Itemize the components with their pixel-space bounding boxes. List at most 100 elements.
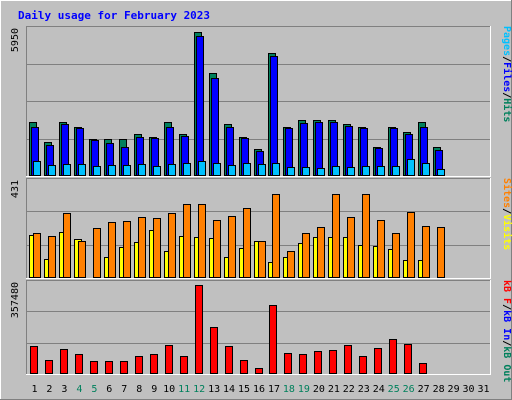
legend-entry: /	[501, 92, 512, 98]
x-tick-day-11: 11	[178, 384, 190, 395]
chart-title: Daily usage for February 2023	[18, 9, 210, 22]
x-tick-day-21: 21	[328, 384, 340, 395]
bar-pages-day-4	[78, 164, 86, 176]
bar-sites-day-9	[153, 218, 161, 278]
bar-sites-day-10	[168, 213, 176, 278]
x-tick-day-23: 23	[358, 384, 370, 395]
bar-sites-day-12	[198, 204, 206, 278]
bar-kb-f-day-4	[75, 354, 83, 374]
legend-entry: Files	[501, 62, 512, 92]
x-tick-day-9: 9	[151, 384, 157, 395]
legend-entry: /	[501, 208, 512, 214]
bar-sites-day-25	[392, 233, 400, 278]
bar-pages-day-24	[377, 166, 385, 176]
x-tick-day-25: 25	[388, 384, 400, 395]
bar-pages-day-2	[48, 165, 56, 176]
legend-label: Pages/Files/Hits	[501, 26, 512, 122]
x-tick-day-15: 15	[238, 384, 250, 395]
panel-3: 357480 kB F/kB In/kB Out	[10, 280, 512, 382]
bar-sites-day-22	[347, 217, 355, 278]
x-tick-day-10: 10	[163, 384, 175, 395]
bar-kb-f-day-24	[374, 348, 382, 374]
bar-pages-day-1	[33, 161, 41, 176]
bar-sites-day-18	[287, 251, 295, 278]
bar-pages-day-23	[362, 166, 370, 176]
legend-entry: kB In	[501, 310, 512, 340]
bar-sites-day-6	[108, 222, 116, 278]
x-tick-day-27: 27	[418, 384, 430, 395]
legend-entry: /	[501, 340, 512, 346]
bar-kb-f-day-20	[314, 351, 322, 374]
bar-pages-day-22	[347, 167, 355, 176]
bar-kb-f-day-26	[404, 344, 412, 374]
bar-pages-day-11	[183, 163, 191, 176]
legend-entry: Pages	[501, 26, 512, 56]
x-tick-day-17: 17	[268, 384, 280, 395]
bar-kb-f-day-16	[255, 368, 263, 374]
x-tick-day-29: 29	[448, 384, 460, 395]
x-tick-day-1: 1	[31, 384, 37, 395]
bar-sites-day-23	[362, 194, 370, 278]
bar-sites-day-16	[258, 241, 266, 278]
bar-sites-day-21	[332, 194, 340, 278]
bar-kb-f-day-10	[165, 345, 173, 374]
x-tick-day-22: 22	[343, 384, 355, 395]
x-tick-day-20: 20	[313, 384, 325, 395]
bar-files-day-17	[270, 56, 278, 176]
bar-pages-day-13	[213, 163, 221, 176]
bar-kb-f-day-6	[105, 361, 113, 374]
bar-pages-day-17	[272, 163, 280, 176]
bar-pages-day-28	[437, 169, 445, 176]
bar-pages-day-9	[153, 166, 161, 176]
bar-kb-f-day-11	[180, 356, 188, 374]
bar-kb-f-day-8	[135, 356, 143, 374]
legend-entry: Hits	[501, 98, 512, 122]
bar-sites-day-19	[302, 233, 310, 278]
bar-sites-day-17	[272, 194, 280, 278]
x-tick-day-7: 7	[121, 384, 127, 395]
bar-pages-day-7	[123, 165, 131, 176]
x-axis-labels: 1 2 3 4 5 6 7 8 9 10 11 12 13 14 15 16 17 18 19 20 21 22 23 24 2…	[31, 384, 489, 395]
bar-kb-f-day-21	[329, 350, 337, 374]
bar-pages-day-3	[63, 164, 71, 176]
bar-sites-day-27	[422, 226, 430, 278]
x-tick-day-4: 4	[76, 384, 82, 395]
bar-kb-f-day-14	[225, 346, 233, 374]
bar-sites-day-5	[93, 228, 101, 278]
bar-kb-f-day-22	[344, 345, 352, 374]
bar-kb-f-day-12	[195, 285, 203, 374]
bar-pages-day-21	[332, 166, 340, 176]
bar-kb-f-day-27	[419, 363, 427, 374]
y-max-label: 431	[10, 180, 21, 198]
bar-sites-day-20	[317, 227, 325, 278]
x-tick-day-26: 26	[403, 384, 415, 395]
bar-kb-f-day-13	[210, 327, 218, 374]
bar-sites-day-13	[213, 220, 221, 278]
legend-entry: /	[501, 304, 512, 310]
x-tick-day-28: 28	[433, 384, 445, 395]
bar-kb-f-day-23	[359, 356, 367, 374]
legend-entry: kB Out	[501, 346, 512, 382]
bar-kb-f-day-25	[389, 339, 397, 374]
bar-pages-day-27	[422, 163, 430, 176]
y-max-label: 5950	[10, 28, 21, 52]
x-tick-day-5: 5	[91, 384, 97, 395]
bar-sites-day-26	[407, 212, 415, 278]
x-tick-day-6: 6	[106, 384, 112, 395]
bar-pages-day-19	[302, 167, 310, 176]
legend-entry: Visits	[501, 214, 512, 250]
bar-pages-day-14	[228, 165, 236, 176]
panel-1: 5950 Pages/Files/Hits	[10, 26, 512, 177]
legend-entry: /	[501, 56, 512, 62]
bar-pages-day-6	[108, 165, 116, 176]
bar-sites-day-1	[33, 233, 41, 278]
x-tick-day-13: 13	[208, 384, 220, 395]
bar-kb-f-day-3	[60, 349, 68, 374]
bar-files-day-12	[196, 36, 204, 176]
bar-sites-day-3	[63, 213, 71, 278]
bar-pages-day-25	[392, 166, 400, 176]
bar-kb-f-day-15	[240, 360, 248, 374]
